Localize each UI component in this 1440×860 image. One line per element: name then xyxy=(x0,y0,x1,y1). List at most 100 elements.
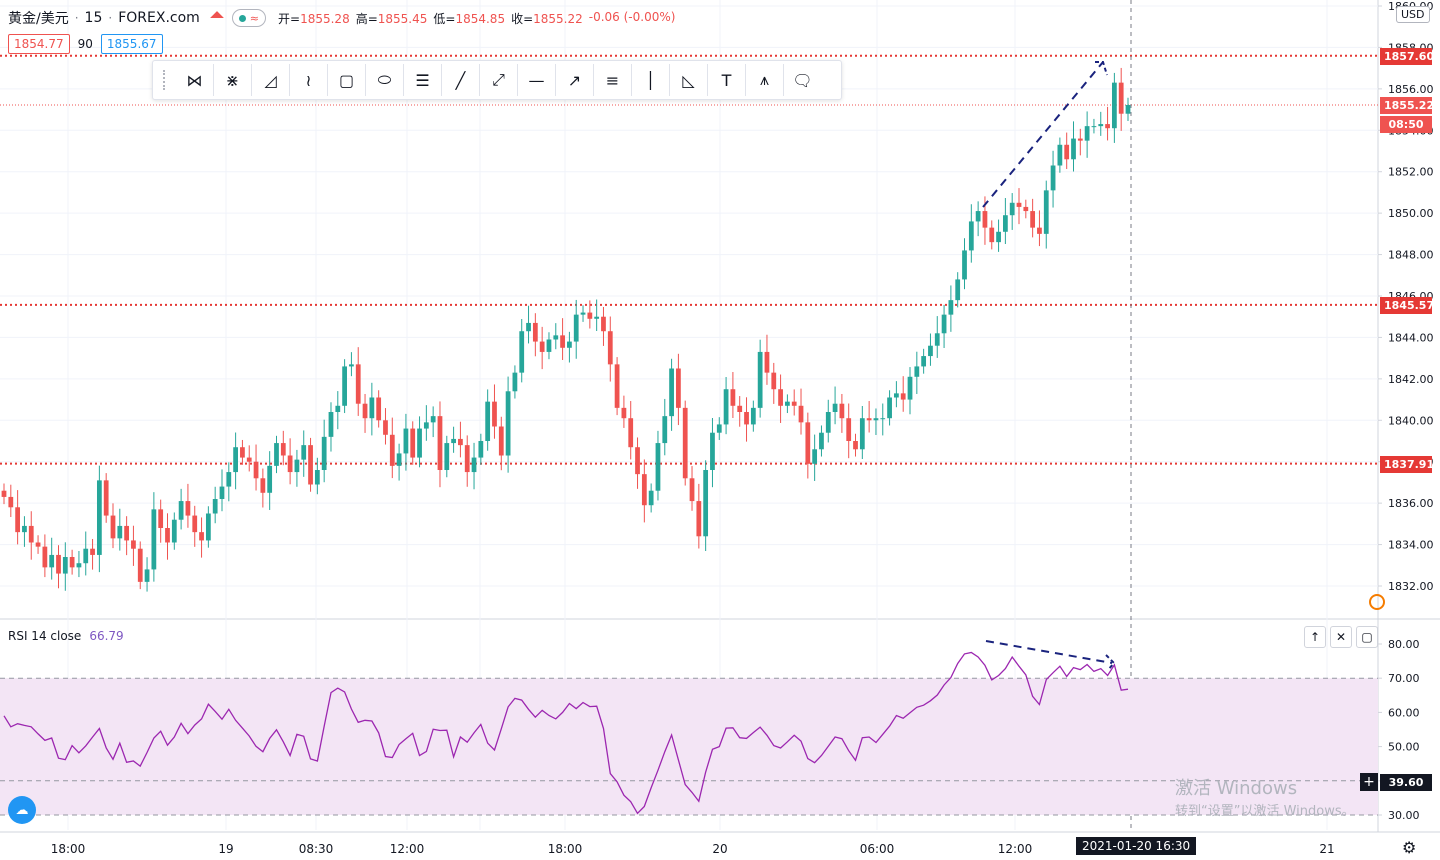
candle-body xyxy=(594,316,600,319)
parallel-channel-tool[interactable]: ≡ xyxy=(594,64,632,96)
candle-body xyxy=(948,300,954,315)
candle-body xyxy=(791,401,797,406)
price-tag: 1857.60 xyxy=(1380,47,1434,65)
arrow-icon: ↗ xyxy=(567,70,582,90)
close-icon[interactable]: ✕ xyxy=(1330,626,1352,648)
fib-retracement-icon: ☰ xyxy=(415,70,430,90)
candle-body xyxy=(996,231,1001,243)
elliott-wave-tool[interactable]: ≀ xyxy=(290,64,328,96)
candle-body xyxy=(423,422,429,429)
open-value: 1855.28 xyxy=(300,11,350,26)
price-tick-label: 1834.00 xyxy=(1388,539,1434,552)
candle-body xyxy=(934,333,940,346)
drag-handle[interactable] xyxy=(163,70,169,90)
candle-body xyxy=(267,465,273,493)
tradingview-logo-icon[interactable]: ☁ xyxy=(8,796,36,824)
price-tick-label: 1856.00 xyxy=(1388,83,1434,96)
candle-body xyxy=(785,401,790,406)
price-tag: 1845.57 xyxy=(1380,296,1434,314)
text-icon: T xyxy=(721,70,732,90)
rsi-title[interactable]: RSI 14 close xyxy=(8,629,82,643)
candle-body xyxy=(532,322,538,342)
candle-body xyxy=(410,428,416,458)
candle-body xyxy=(430,416,436,423)
candle-body xyxy=(614,364,620,408)
drawing-toolbar: ⋈ ⋇ ◿ ≀ ▢ ⬭ ☰ ╱ ⤢ — ↗ ≡ │ ◺ T ⩚ 🗨 xyxy=(152,60,842,100)
close-label: 收= xyxy=(511,11,534,26)
parallel-channel-icon: ≡ xyxy=(605,70,620,90)
candle-body xyxy=(8,496,14,508)
ellipse-icon: ⬭ xyxy=(377,70,392,89)
flag-icon[interactable] xyxy=(210,11,224,25)
candle-body xyxy=(389,434,395,466)
candle-body xyxy=(328,412,334,437)
open-label: 开= xyxy=(278,11,301,26)
time-tick-label: 18:00 xyxy=(51,842,86,856)
fib-retracement-tool[interactable]: ☰ xyxy=(404,64,442,96)
vertical-line-tool[interactable]: │ xyxy=(632,64,670,96)
add-plus-icon[interactable]: + xyxy=(1360,773,1378,791)
candle-body xyxy=(887,397,892,419)
abcd-pattern-tool[interactable]: ◿ xyxy=(252,64,290,96)
triangle-tool[interactable]: ◺ xyxy=(670,64,708,96)
candle-body xyxy=(798,405,804,423)
time-tick-label: 18:00 xyxy=(548,842,583,856)
candle-body xyxy=(396,453,402,466)
price-tick-label: 1850.00 xyxy=(1388,207,1434,220)
move-up-icon[interactable]: ↑ xyxy=(1304,626,1326,648)
time-crosshair-label: 2021-01-20 16:30 xyxy=(1076,837,1197,855)
candle-body xyxy=(1057,144,1063,166)
candle-body xyxy=(662,416,668,444)
market-status-pill[interactable]: ≈ xyxy=(231,9,267,27)
header-separator: · xyxy=(108,11,113,25)
candle-body xyxy=(178,501,184,520)
price-tick-label: 1848.00 xyxy=(1388,249,1434,262)
candle-body xyxy=(83,548,89,564)
candle-body xyxy=(587,312,593,319)
candle-body xyxy=(274,443,279,466)
price-tick-label: 1832.00 xyxy=(1388,580,1434,593)
candle-body xyxy=(76,563,82,568)
buy-price-button[interactable]: 1855.67 xyxy=(100,34,163,54)
candle-body xyxy=(900,393,906,400)
candle-body xyxy=(233,447,238,473)
xabcd-pattern-tool[interactable]: ⋈ xyxy=(176,64,214,96)
candle-body xyxy=(335,405,341,412)
ellipse-tool[interactable]: ⬭ xyxy=(366,64,404,96)
text-tool[interactable]: T xyxy=(708,64,746,96)
candle-body xyxy=(921,356,927,367)
maximize-icon[interactable]: ▢ xyxy=(1356,626,1378,648)
candle-body xyxy=(573,314,579,342)
trend-line-tool[interactable]: ╱ xyxy=(442,64,480,96)
interval-label[interactable]: 15 xyxy=(84,10,103,26)
triangle-icon: ◺ xyxy=(682,70,695,90)
gear-icon[interactable]: ⚙ xyxy=(1402,838,1417,857)
arrow-tool[interactable]: ↗ xyxy=(556,64,594,96)
price-trend-line xyxy=(982,61,1104,208)
cypher-pattern-tool[interactable]: ⋇ xyxy=(214,64,252,96)
scroll-to-realtime-icon[interactable] xyxy=(1369,594,1385,610)
low-value: 1854.85 xyxy=(455,11,506,26)
ray-tool[interactable]: ⤢ xyxy=(480,64,518,96)
horizontal-line-tool[interactable]: — xyxy=(518,64,556,96)
candle-body xyxy=(308,445,313,485)
candle-body xyxy=(417,428,422,458)
candle-body xyxy=(526,322,531,332)
candle-body xyxy=(955,279,961,301)
candle-body xyxy=(982,211,988,228)
candle-body xyxy=(839,403,845,419)
symbol-name[interactable]: 黄金/美元 xyxy=(8,11,69,27)
candle-body xyxy=(853,441,858,450)
candle-body xyxy=(696,501,702,537)
rsi-trend-line xyxy=(985,640,1113,664)
rectangle-tool[interactable]: ▢ xyxy=(328,64,366,96)
sell-price-button[interactable]: 1854.77 xyxy=(8,34,70,54)
candle-body xyxy=(546,339,552,352)
callout-tool[interactable]: 🗨 xyxy=(784,64,821,96)
candle-body xyxy=(975,211,981,222)
head-shoulders-tool[interactable]: ⩚ xyxy=(746,64,784,96)
candle-body xyxy=(471,457,477,473)
currency-selector[interactable]: USD xyxy=(1396,6,1430,23)
